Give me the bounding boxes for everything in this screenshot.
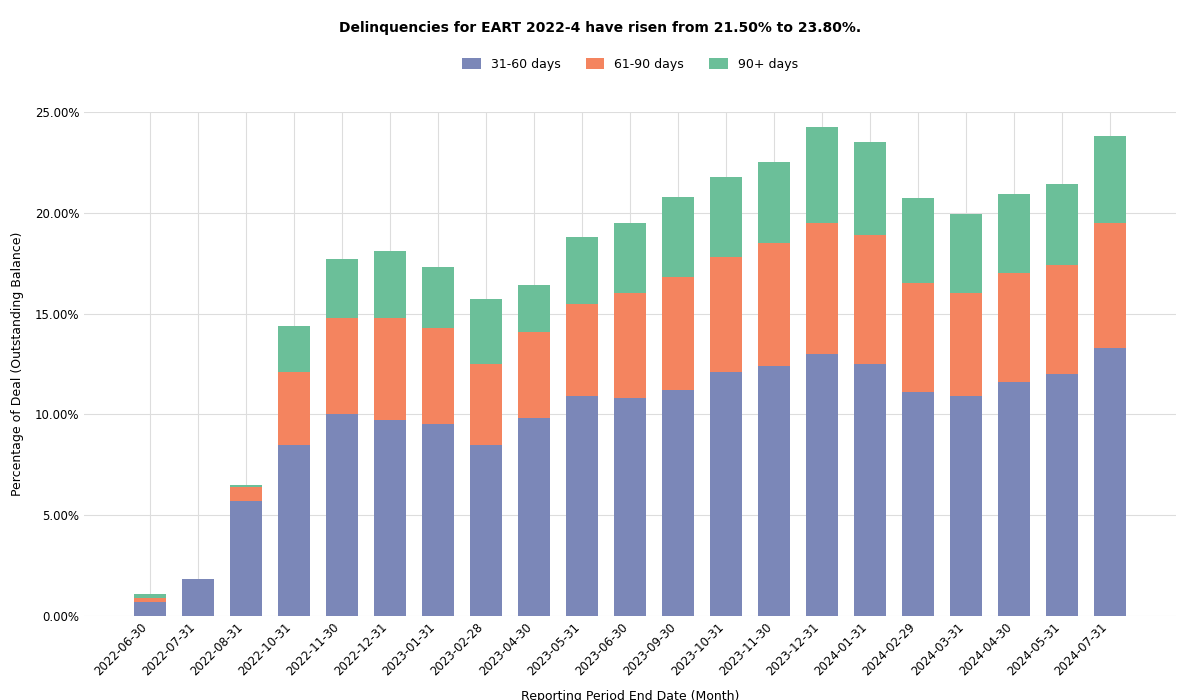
Bar xyxy=(997,273,1031,382)
Bar xyxy=(469,444,503,616)
Bar xyxy=(469,300,503,364)
Bar xyxy=(517,286,551,332)
Bar xyxy=(997,382,1031,616)
Bar xyxy=(1045,183,1079,265)
Bar xyxy=(133,594,167,598)
Bar xyxy=(1045,265,1079,374)
Bar xyxy=(613,223,647,293)
Legend: 31-60 days, 61-90 days, 90+ days: 31-60 days, 61-90 days, 90+ days xyxy=(457,52,803,76)
Bar xyxy=(613,293,647,398)
Bar xyxy=(469,364,503,444)
Bar xyxy=(565,237,599,304)
Bar xyxy=(661,390,695,616)
Bar xyxy=(373,318,407,421)
Bar xyxy=(229,485,263,487)
Bar xyxy=(373,421,407,616)
X-axis label: Reporting Period End Date (Month): Reporting Period End Date (Month) xyxy=(521,690,739,700)
Bar xyxy=(853,142,887,235)
Bar xyxy=(565,304,599,396)
Bar xyxy=(277,372,311,444)
Bar xyxy=(421,328,455,424)
Bar xyxy=(661,197,695,277)
Bar xyxy=(133,598,167,602)
Bar xyxy=(997,194,1031,273)
Bar xyxy=(325,318,359,414)
Bar xyxy=(1093,136,1127,223)
Bar xyxy=(949,396,983,616)
Bar xyxy=(181,579,215,616)
Bar xyxy=(613,398,647,616)
Bar xyxy=(901,197,935,284)
Bar xyxy=(517,332,551,419)
Bar xyxy=(709,257,743,372)
Bar xyxy=(853,364,887,616)
Bar xyxy=(757,162,791,243)
Bar xyxy=(757,366,791,616)
Y-axis label: Percentage of Deal (Outstanding Balance): Percentage of Deal (Outstanding Balance) xyxy=(11,232,24,496)
Bar xyxy=(805,127,839,223)
Bar xyxy=(901,284,935,392)
Bar xyxy=(421,267,455,328)
Bar xyxy=(949,214,983,293)
Bar xyxy=(325,259,359,318)
Bar xyxy=(421,424,455,616)
Bar xyxy=(517,419,551,616)
Bar xyxy=(277,326,311,372)
Bar xyxy=(757,243,791,366)
Bar xyxy=(229,487,263,501)
Bar xyxy=(709,372,743,616)
Bar xyxy=(901,392,935,616)
Bar xyxy=(133,602,167,616)
Bar xyxy=(1093,348,1127,616)
Bar xyxy=(373,251,407,318)
Bar xyxy=(709,176,743,257)
Bar xyxy=(853,235,887,364)
Bar xyxy=(1045,374,1079,616)
Bar xyxy=(277,444,311,616)
Text: Delinquencies for EART 2022-4 have risen from 21.50% to 23.80%.: Delinquencies for EART 2022-4 have risen… xyxy=(338,21,862,35)
Bar xyxy=(325,414,359,616)
Bar xyxy=(229,501,263,616)
Bar xyxy=(661,277,695,390)
Bar xyxy=(805,354,839,616)
Bar xyxy=(805,223,839,354)
Bar xyxy=(565,396,599,616)
Bar xyxy=(1093,223,1127,348)
Bar xyxy=(949,293,983,396)
